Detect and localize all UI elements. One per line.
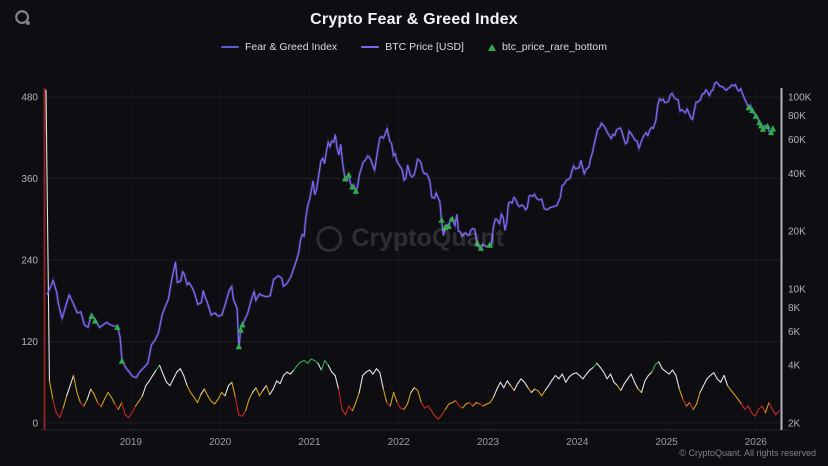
svg-text:0: 0 xyxy=(32,419,38,430)
svg-text:2026: 2026 xyxy=(745,437,768,448)
svg-text:2024: 2024 xyxy=(566,437,589,448)
vertical-grid-lines xyxy=(130,88,757,430)
horizontal-grid-lines xyxy=(46,96,780,424)
copyright-text: © CryptoQuant. All rights reserved xyxy=(679,448,816,458)
svg-text:2K: 2K xyxy=(788,419,801,430)
svg-text:6K: 6K xyxy=(788,327,801,338)
rare-bottom-triangle-swatch xyxy=(487,43,496,51)
fear-greed-line xyxy=(45,89,780,420)
rare-bottom-markers xyxy=(88,104,777,364)
btc-price-line-glow xyxy=(45,80,776,380)
svg-text:2020: 2020 xyxy=(209,437,232,448)
cryptoquant-logo-icon xyxy=(14,9,32,27)
legend-item-rare-bottom[interactable]: btc_price_rare_bottom xyxy=(487,41,608,53)
svg-text:240: 240 xyxy=(21,256,38,267)
svg-text:100K: 100K xyxy=(788,93,812,104)
svg-text:2019: 2019 xyxy=(120,437,143,448)
y-axis-left-labels: 0 120 240 360 480 xyxy=(21,93,38,430)
svg-text:60K: 60K xyxy=(788,135,806,146)
svg-text:4K: 4K xyxy=(788,361,801,372)
fear-greed-line-swatch xyxy=(220,46,239,48)
legend-label-rare-bottom: btc_price_rare_bottom xyxy=(501,41,608,53)
svg-text:80K: 80K xyxy=(788,111,806,122)
svg-text:2023: 2023 xyxy=(477,437,500,448)
svg-text:10K: 10K xyxy=(788,284,806,295)
svg-text:2025: 2025 xyxy=(655,437,678,448)
y-axis-right-labels: 2K 4K 6K 8K 10K 20K 40K 60K 80K 100K xyxy=(788,93,812,430)
btc-price-line xyxy=(46,81,776,379)
x-axis-labels: 2019 2020 2021 2022 2023 2024 2025 2026 xyxy=(120,437,768,448)
svg-text:2022: 2022 xyxy=(388,437,411,448)
svg-text:360: 360 xyxy=(21,174,38,185)
svg-text:8K: 8K xyxy=(788,303,801,314)
legend-item-fear-greed-index[interactable]: Fear & Greed Index xyxy=(220,41,338,53)
svg-text:2021: 2021 xyxy=(298,437,321,448)
svg-text:40K: 40K xyxy=(788,169,806,180)
legend-label-btc-price: BTC Price [USD] xyxy=(385,41,464,53)
chart-title: Crypto Fear & Greed Index xyxy=(310,11,518,28)
legend-label-fear-greed: Fear & Greed Index xyxy=(244,41,338,53)
btc-price-line-swatch xyxy=(361,46,380,48)
legend: Fear & Greed Index BTC Price [USD] btc_p… xyxy=(0,41,828,53)
legend-item-btc-price[interactable]: BTC Price [USD] xyxy=(361,41,464,53)
svg-text:20K: 20K xyxy=(788,227,806,238)
svg-text:480: 480 xyxy=(21,93,38,104)
svg-text:120: 120 xyxy=(21,337,38,348)
